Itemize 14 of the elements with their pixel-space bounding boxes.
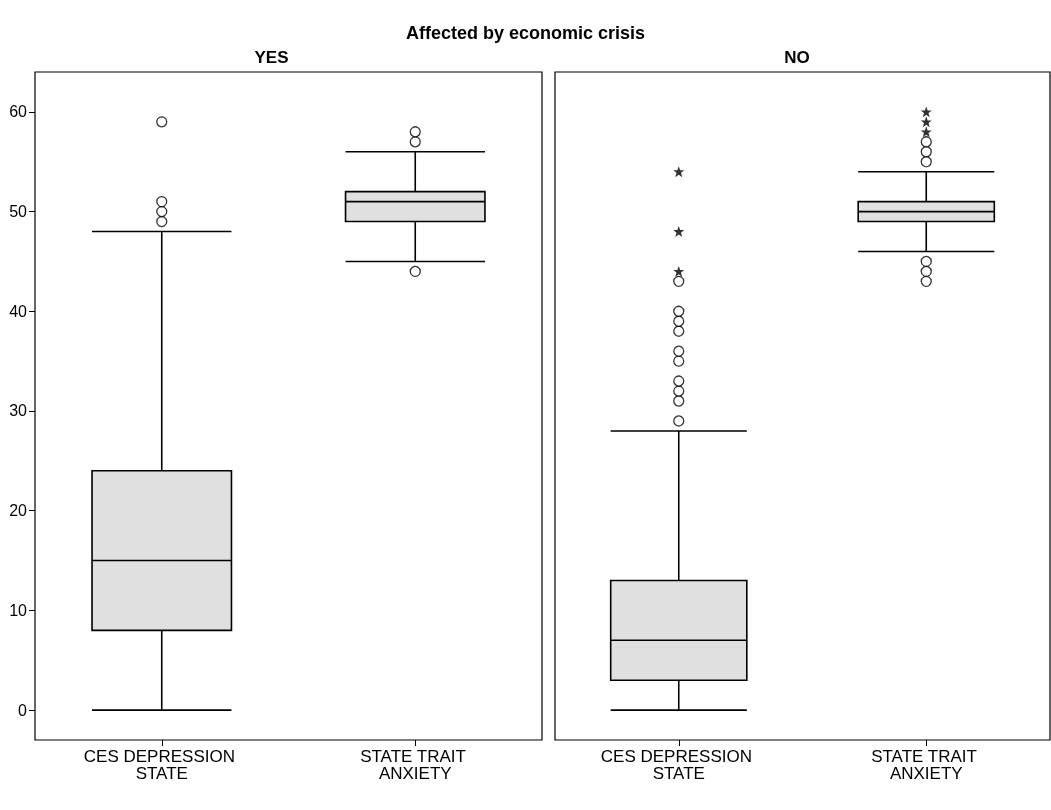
y-tick-label: 20	[9, 502, 28, 520]
chart-title: YES	[254, 48, 289, 67]
x-tick-label: STATE TRAIT ANXIETY	[360, 747, 471, 783]
y-tick-label: 10	[9, 601, 28, 619]
y-tick-label: 30	[9, 402, 28, 420]
x-tick-label: STATE TRAIT ANXIETY	[871, 747, 982, 783]
y-tick-label: 40	[9, 302, 28, 320]
text: Affected by economic crisis	[405, 23, 646, 44]
y-tick-label: 50	[9, 203, 28, 221]
chart-title: NO	[784, 48, 810, 67]
x-tick-label: CES DEPRESSION STATE	[83, 747, 240, 783]
x-tick-label: CES DEPRESSION STATE	[600, 747, 757, 783]
y-tick-label: 0	[18, 701, 28, 719]
y-tick-label: 60	[9, 103, 28, 121]
